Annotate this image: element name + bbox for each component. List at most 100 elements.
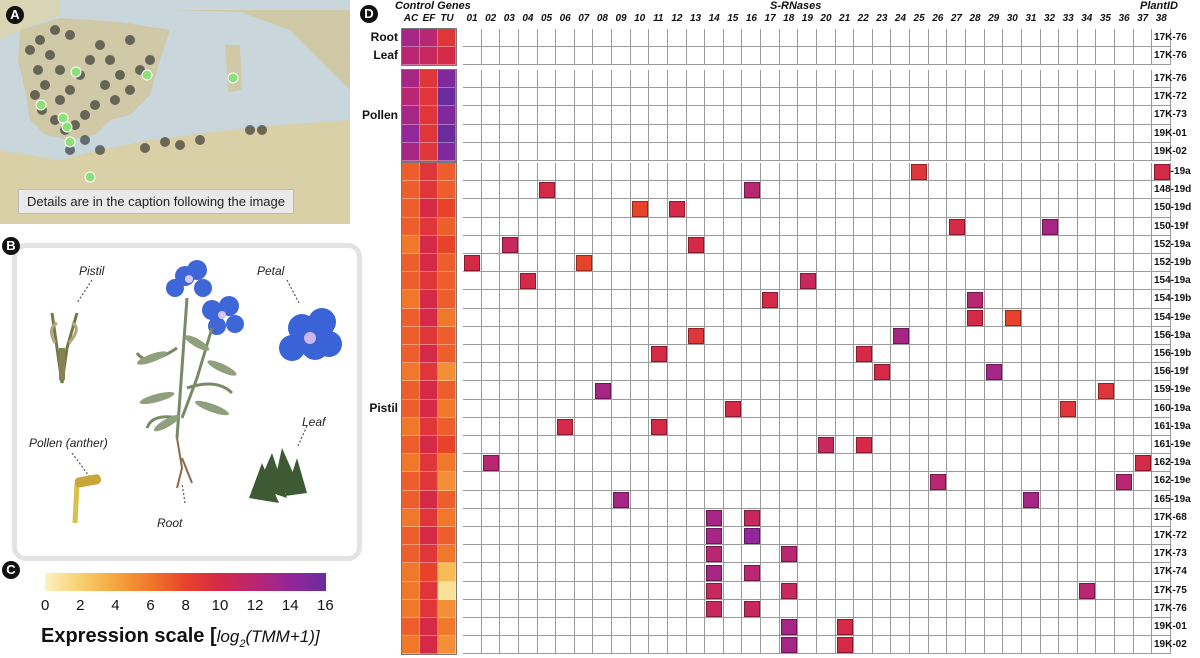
srnase-col-label-32: 32	[1043, 13, 1056, 24]
srnase-cell	[891, 454, 911, 473]
srnase-cell	[574, 527, 594, 546]
srnase-cell	[928, 436, 948, 455]
srnase-cell	[463, 363, 482, 382]
srnase-cell	[686, 88, 706, 107]
srnase-cell	[835, 472, 855, 491]
control-cell-TU-160-19a	[438, 399, 456, 418]
srnase-cell	[1096, 563, 1116, 582]
srnase-cell	[761, 199, 780, 218]
srnase-expression-mark-19K-02-21	[836, 637, 853, 654]
srnase-cell	[667, 436, 687, 455]
srnase-cell	[500, 308, 519, 327]
srnase-cell	[593, 70, 613, 89]
srnase-cell	[723, 181, 743, 200]
srnase-cell	[612, 581, 631, 600]
srnase-cell	[891, 254, 911, 273]
srnase-cell	[891, 563, 911, 582]
srnase-cell	[556, 436, 575, 455]
srnase-cell	[966, 581, 985, 600]
srnase-cell	[798, 142, 817, 161]
srnase-cell	[481, 181, 501, 200]
control-cell-AC-156-19f	[402, 363, 420, 382]
srnase-cell	[463, 508, 482, 527]
srnase-cell	[1115, 88, 1134, 107]
srnase-cell	[574, 454, 594, 473]
srnase-col-label-31: 31	[1025, 13, 1037, 24]
srnase-cell	[779, 563, 799, 582]
scale-tick-10: 10	[211, 597, 229, 614]
srnase-cell	[947, 454, 966, 473]
srnase-cell	[761, 527, 780, 546]
srnase-cell	[1003, 235, 1022, 254]
srnase-cell	[1133, 363, 1153, 382]
control-group-box-pollen	[401, 69, 457, 162]
srnase-cell	[1077, 181, 1097, 200]
srnase-cell	[761, 436, 780, 455]
srnase-cell	[1096, 490, 1116, 509]
srnase-cell	[630, 235, 650, 254]
srnase-cell	[649, 217, 668, 236]
srnase-cell	[966, 472, 985, 491]
srnase-cell	[1021, 199, 1041, 218]
srnase-cell	[872, 47, 892, 66]
srnase-cell	[1152, 363, 1171, 382]
srnase-cell	[779, 29, 799, 48]
srnase-cell	[593, 599, 613, 618]
srnase-cell	[500, 508, 519, 527]
srnase-cell	[612, 363, 631, 382]
srnase-cell	[779, 345, 799, 364]
srnase-cell	[1003, 88, 1022, 107]
srnase-cell	[723, 490, 743, 509]
srnase-cell	[816, 199, 836, 218]
srnase-cell	[1152, 618, 1171, 637]
srnase-cell	[630, 124, 650, 143]
srnase-expression-mark-154-19b-28	[967, 291, 984, 308]
srnase-cell	[481, 106, 501, 125]
srnase-cell	[1021, 581, 1041, 600]
srnase-cell	[686, 47, 706, 66]
srnase-cell	[872, 563, 892, 582]
srnase-cell	[835, 345, 855, 364]
srnase-expression-mark-161-19a-11	[650, 418, 667, 435]
srnase-expression-mark-148-19d-05	[538, 182, 555, 199]
srnase-cell	[798, 599, 817, 618]
srnase-cell	[1077, 235, 1097, 254]
srnase-cell	[872, 454, 892, 473]
srnase-cell	[537, 581, 557, 600]
srnase-cell	[723, 345, 743, 364]
control-cell-EF-148-19d	[420, 181, 438, 200]
srnase-cell	[1115, 254, 1134, 273]
srnase-cell	[835, 70, 855, 89]
srnase-cell	[593, 29, 613, 48]
srnase-cell	[947, 545, 966, 564]
srnase-cell	[686, 181, 706, 200]
srnase-cell	[835, 106, 855, 125]
srnase-cell	[1152, 436, 1171, 455]
srnase-col-label-10: 10	[634, 13, 646, 24]
scale-tick-6: 6	[146, 597, 155, 614]
srnase-cell	[947, 363, 966, 382]
srnase-col-label-05: 05	[540, 13, 553, 24]
srnase-cell	[723, 381, 743, 400]
srnase-cell	[686, 545, 706, 564]
srnase-cell	[518, 345, 538, 364]
srnase-cell	[1152, 142, 1171, 161]
srnase-cell	[649, 29, 668, 48]
pointer-arrows	[71, 279, 308, 504]
srnase-cell	[1059, 308, 1078, 327]
srnase-cell	[686, 254, 706, 273]
srnases-title: S-RNases	[770, 0, 822, 12]
srnase-cell	[1096, 217, 1116, 236]
srnase-cell	[574, 29, 594, 48]
srnase-cell	[686, 124, 706, 143]
srnase-cell	[500, 254, 519, 273]
srnase-cell	[1021, 47, 1041, 66]
srnase-cell	[612, 436, 631, 455]
image-caption-tooltip[interactable]: Details are in the caption following the…	[18, 189, 294, 214]
srnase-cell	[518, 454, 538, 473]
srnase-cell	[593, 436, 613, 455]
srnase-cell	[835, 124, 855, 143]
srnase-cell	[891, 399, 911, 418]
srnase-cell	[910, 181, 929, 200]
srnase-cell	[1133, 472, 1153, 491]
